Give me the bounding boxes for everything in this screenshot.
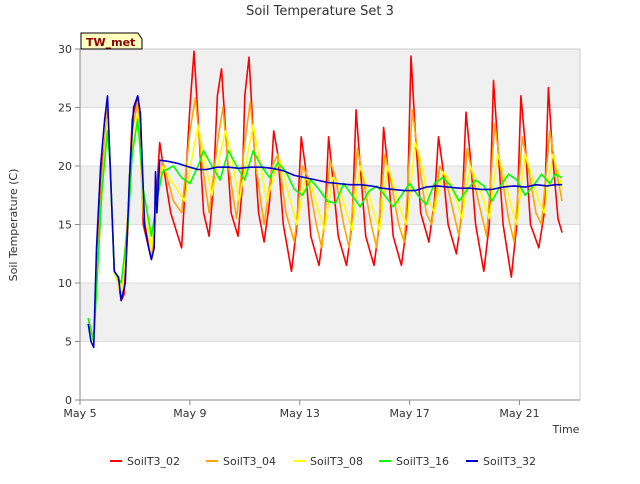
legend-label: SoilT3_02 [127,455,180,468]
series-line-soilt3_16 [87,118,563,343]
y-tick-label: 0 [65,394,72,407]
legend-item-soilt3_08: SoilT3_08 [293,455,363,468]
chart-title: Soil Temperature Set 3 [246,4,394,19]
grid-band [80,283,580,342]
station-label-text: TW_met [86,36,135,49]
legend-label: SoilT3_04 [223,455,276,468]
station-label-box [80,32,143,50]
x-tick-label: May 13 [280,407,320,420]
legend-item-soilt3_04: SoilT3_04 [206,455,276,468]
series-line-soilt3_02 [87,50,563,343]
legend-label: SoilT3_08 [310,455,363,468]
legend: SoilT3_02 SoilT3_04 SoilT3_08 SoilT3_16 Soil… [110,455,536,468]
y-axis-label: Soil Temperature (C) [7,169,20,282]
y-tick-label: 30 [58,43,72,56]
series-lines [87,50,563,349]
x-axis: May 5 May 9 May 13 May 17 May 21 [63,399,580,420]
x-tick-label: May 9 [173,407,206,420]
station-label: TW_met [80,32,143,50]
legend-item-soilt3_02: SoilT3_02 [110,455,180,468]
y-tick-label: 5 [65,336,72,349]
y-tick-label: 15 [58,219,72,232]
x-axis-label: Time [552,423,580,436]
x-tick-label: May 21 [499,407,539,420]
legend-item-soilt3_16: SoilT3_16 [379,455,449,468]
x-tick-label: May 5 [63,407,96,420]
y-tick-label: 20 [58,160,72,173]
y-axis: 0 5 10 15 20 25 30 [58,43,81,407]
legend-label: SoilT3_16 [396,455,449,468]
x-tick-label: May 17 [390,407,430,420]
series-line-soilt3_32 [87,95,563,349]
y-tick-label: 25 [58,102,72,115]
grid-band [80,49,580,108]
y-tick-label: 10 [58,277,72,290]
legend-item-soilt3_32: SoilT3_32 [466,455,536,468]
legend-label: SoilT3_32 [483,455,536,468]
plot-area [79,48,581,401]
